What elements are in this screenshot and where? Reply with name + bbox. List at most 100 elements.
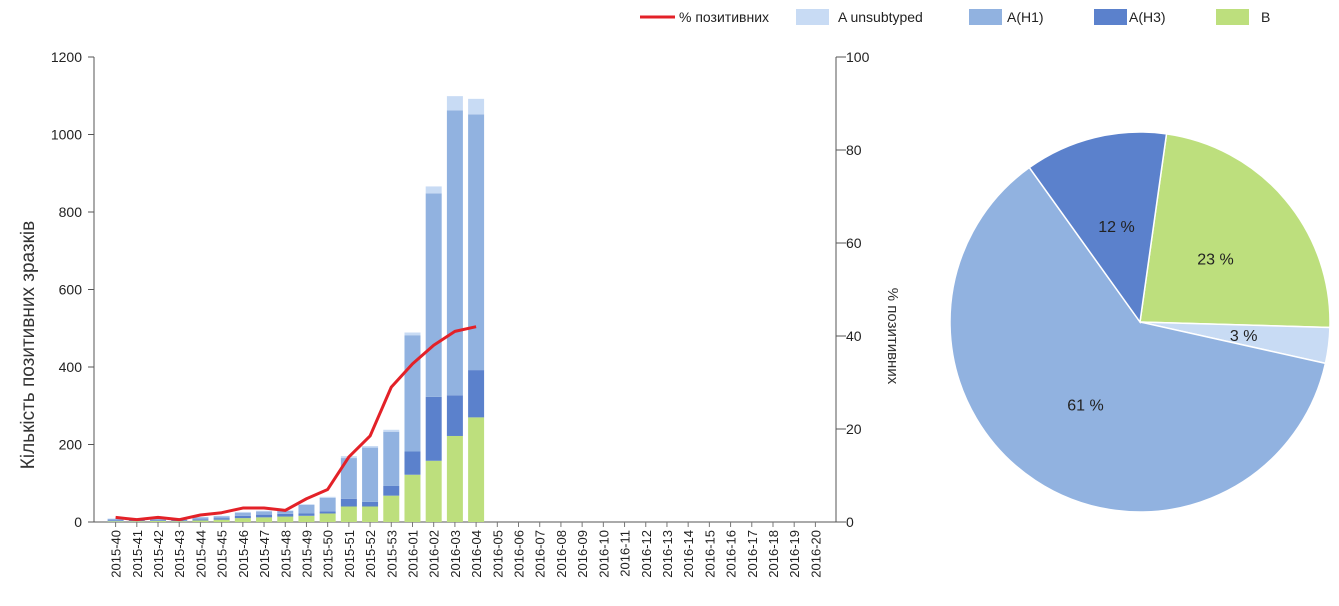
bar-segment [468, 417, 485, 522]
bar-segment [404, 332, 421, 336]
bar-segment [192, 516, 209, 518]
bar-segment [468, 114, 485, 371]
positive-line-layer [115, 325, 477, 522]
y2-tick-label: 100 [846, 49, 870, 65]
x-tick-label: 2016-05 [490, 530, 505, 578]
bar-segment [192, 517, 209, 520]
bar-segment [340, 458, 357, 499]
x-tick-label: 2016-06 [512, 530, 527, 578]
x-tick-label: 2016-03 [448, 530, 463, 578]
bar-segment [234, 518, 251, 522]
y2-tick-label: 80 [846, 142, 862, 158]
bar-segment [256, 511, 273, 515]
bar-segment [298, 504, 315, 514]
y2-axis-title: % позитивних [884, 288, 901, 385]
y2-tick-label: 60 [846, 235, 862, 251]
x-tick-label: 2016-18 [766, 530, 781, 578]
bar-segment [192, 519, 209, 521]
y-tick-label: 600 [59, 282, 83, 298]
legend-label-positive: % позитивних [679, 9, 769, 25]
bar-segment [383, 485, 400, 496]
bar-segment [404, 474, 421, 522]
bar-segment [468, 98, 485, 115]
x-tick-label: 2016-16 [724, 530, 739, 578]
x-tick-label: 2016-07 [533, 530, 548, 578]
bar-segment [277, 516, 294, 522]
bar-segment [383, 495, 400, 522]
bar-segment [319, 511, 336, 514]
pie-slice-label: 3 % [1230, 328, 1258, 345]
x-tick-label: 2015-43 [172, 530, 187, 578]
legend-label-a-h1: A(H1) [1007, 9, 1044, 25]
x-tick-label: 2016-15 [702, 530, 717, 578]
legend-swatch-a-h1 [969, 9, 1002, 25]
bar-segment [213, 515, 230, 517]
x-tick-label: 2016-14 [681, 530, 696, 578]
legend-swatch-a-h3 [1094, 9, 1127, 25]
bar-segment [404, 335, 421, 452]
legend-swatch-a-unsubtyped [796, 9, 829, 25]
x-tick-label: 2015-44 [193, 530, 208, 578]
bar-segment [319, 496, 336, 498]
x-tick-label: 2016-12 [639, 530, 654, 578]
bar-segment [256, 517, 273, 522]
x-tick-label: 2015-46 [236, 530, 251, 578]
bar-segment [425, 460, 442, 522]
bar-segment [150, 518, 167, 521]
y-tick-label: 400 [59, 359, 83, 375]
bar-segment [319, 513, 336, 522]
legend-swatch-b [1216, 9, 1249, 25]
x-tick-label: 2015-50 [321, 530, 336, 578]
pie-slice [949, 166, 1327, 513]
bar-segment [107, 520, 124, 522]
bar-segment [404, 451, 421, 475]
x-tick-label: 2015-51 [342, 530, 357, 578]
bar-segment [171, 521, 188, 522]
bar-segment [383, 429, 400, 432]
x-tick-label: 2016-09 [575, 530, 590, 578]
bar-segment [340, 506, 357, 522]
x-tick-label: 2015-53 [384, 530, 399, 578]
bar-segment [425, 186, 442, 194]
x-tick-label: 2016-20 [808, 530, 823, 578]
bar-segment [234, 512, 251, 516]
y2-tick-label: 0 [846, 514, 854, 530]
bar-segment [446, 96, 463, 111]
bar-segment [298, 504, 315, 505]
bar-segment [362, 446, 379, 448]
x-tick-label: 2015-48 [278, 530, 293, 578]
bar-segment [468, 370, 485, 418]
bar-segment [298, 515, 315, 522]
bar-segment [446, 435, 463, 522]
y-tick-label: 0 [74, 514, 82, 530]
bar-segment [383, 431, 400, 486]
bar-segment [107, 518, 124, 521]
positive-percent-line [115, 325, 477, 522]
bar-segment [234, 511, 251, 513]
bar-segment [213, 518, 230, 520]
legend-label-b: B [1261, 9, 1270, 25]
bar-segment [150, 520, 167, 521]
y2-tick-label: 20 [846, 421, 862, 437]
x-tick-label: 2016-10 [596, 530, 611, 578]
y-axis-title: Кількість позитивних зразків [18, 221, 39, 469]
bar-segment [128, 521, 145, 522]
axes: 0 200 400 600 800 1000 1200 0 20 40 60 80 100 2015-40… [51, 49, 870, 578]
x-tick-label: 2015-49 [299, 530, 314, 578]
bar-segment [107, 521, 124, 522]
y-tick-label: 800 [59, 204, 83, 220]
bar-segment [277, 513, 294, 517]
y-tick-label: 200 [59, 437, 83, 453]
x-tick-label: 2016-08 [554, 530, 569, 578]
x-tick-label: 2016-17 [745, 530, 760, 578]
y-tick-label: 1000 [51, 127, 82, 143]
bar-segment [213, 519, 230, 522]
bar-segment [446, 395, 463, 436]
bar-segment [256, 514, 273, 518]
legend: % позитивних A unsubtyped A(H1) A(H3) B [640, 9, 1270, 25]
pie-slice-label: 23 % [1197, 251, 1233, 268]
bar-segment [362, 447, 379, 502]
bar-segment [192, 520, 209, 522]
x-tick-label: 2015-41 [130, 530, 145, 578]
x-tick-label: 2016-04 [469, 530, 484, 578]
